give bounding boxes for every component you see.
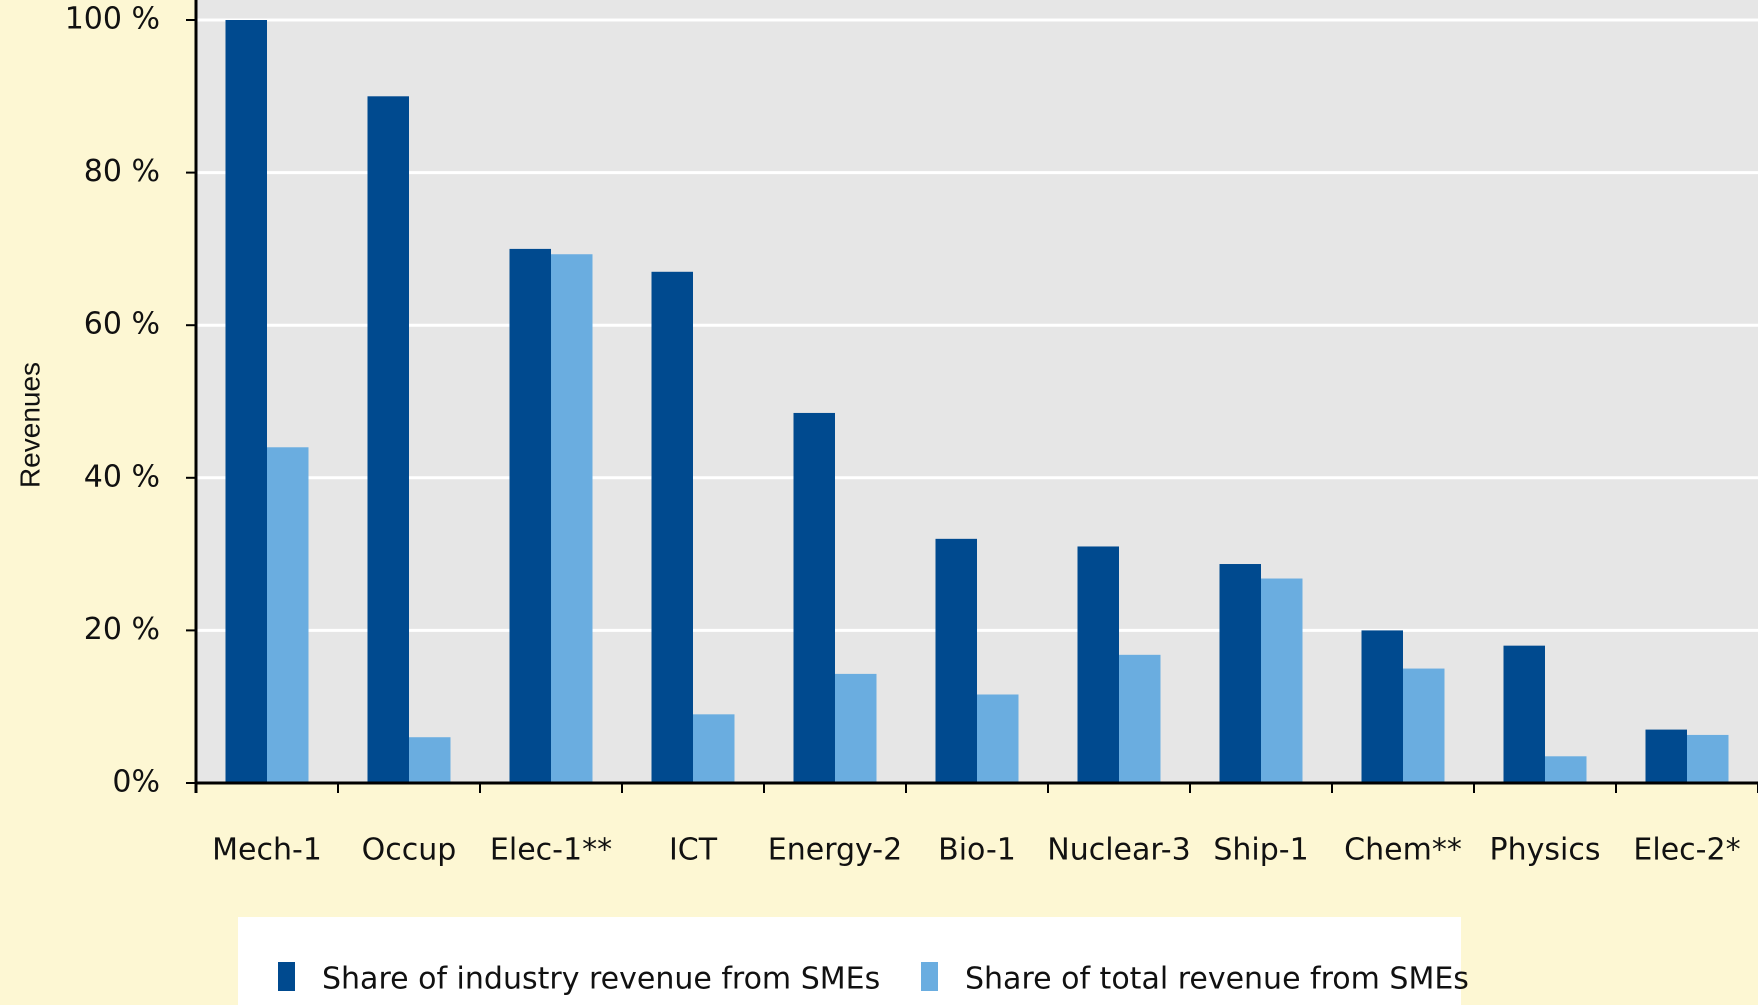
legend-label: Share of industry revenue from SMEs — [322, 962, 880, 997]
y-tick-label: 80 % — [84, 154, 160, 189]
y-tick-label: 60 % — [84, 307, 160, 342]
x-tick-label: Elec-2* — [1633, 833, 1740, 868]
bar — [793, 412, 835, 783]
bar — [1687, 734, 1729, 783]
bar — [267, 447, 309, 783]
legend-swatch — [278, 962, 295, 991]
legend-box — [238, 917, 1461, 1005]
x-tick-label: Bio-1 — [938, 833, 1016, 868]
bar — [1403, 668, 1445, 783]
y-axis-label: Revenues — [14, 362, 45, 488]
x-tick-label: Energy-2 — [768, 833, 902, 868]
bar — [693, 714, 735, 783]
x-tick-label: Elec-1** — [490, 833, 612, 868]
x-tick-label: Physics — [1490, 833, 1601, 868]
bar — [1119, 654, 1161, 783]
bar — [1261, 578, 1303, 783]
bar — [1077, 546, 1119, 783]
bar — [509, 248, 551, 783]
y-tick-label: 40 % — [84, 459, 160, 494]
bar — [1545, 756, 1587, 783]
y-tick-label: 0% — [112, 765, 160, 800]
bar — [935, 538, 977, 783]
x-tick-label: Mech-1 — [212, 833, 322, 868]
x-tick-label: Occup — [362, 833, 457, 868]
bar — [835, 673, 877, 783]
legend-swatch — [921, 962, 938, 991]
y-tick-label: 20 % — [84, 612, 160, 647]
x-tick-label: ICT — [669, 833, 718, 868]
x-tick-label: Nuclear-3 — [1047, 833, 1190, 868]
bar — [1645, 729, 1687, 783]
bar — [1361, 630, 1403, 783]
bar — [409, 737, 451, 783]
bar — [1219, 564, 1261, 783]
x-tick-label: Ship-1 — [1213, 833, 1308, 868]
x-tick-label: Chem** — [1344, 833, 1462, 868]
bar — [1503, 645, 1545, 783]
bar — [551, 254, 593, 784]
legend-label: Share of total revenue from SMEs — [965, 962, 1469, 997]
bar — [367, 96, 409, 784]
bar — [651, 271, 693, 783]
bar — [977, 694, 1019, 783]
bar — [225, 20, 267, 783]
y-tick-label: 100 % — [65, 2, 160, 37]
